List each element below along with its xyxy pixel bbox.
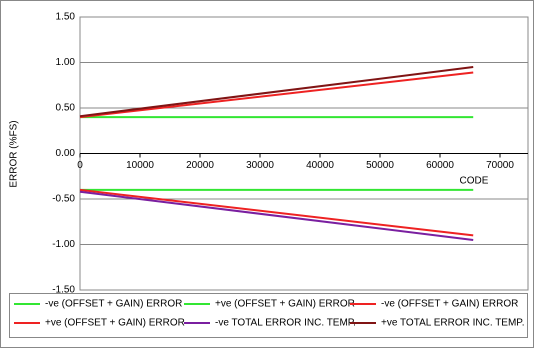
legend-label: +ve (OFFSET + GAIN) ERROR: [45, 318, 185, 329]
legend-label: -ve (OFFSET + GAIN) ERROR: [381, 299, 518, 310]
legend-label: +ve TOTAL ERROR INC. TEMP.: [381, 318, 524, 329]
y-tick-label: -1.00: [52, 239, 75, 250]
series-line: [79, 190, 474, 241]
y-tick-label: 1.50: [56, 12, 76, 23]
y-tick-label: 0.00: [56, 148, 76, 159]
series-line: [79, 66, 474, 118]
x-tick-label: 60000: [426, 160, 454, 171]
y-tick-label: -0.50: [52, 194, 75, 205]
x-axis-label: CODE: [460, 176, 489, 187]
series-line: [79, 188, 474, 237]
x-tick-label: 20000: [186, 160, 214, 171]
x-tick-label: 50000: [366, 160, 394, 171]
y-tick-label: -1.50: [52, 285, 75, 296]
x-tick-label: 10000: [126, 160, 154, 171]
x-tick-label: 30000: [246, 160, 274, 171]
legend-label: +ve (OFFSET + GAIN) ERROR: [215, 299, 355, 310]
y-tick-label: 1.00: [56, 57, 76, 68]
legend-label: -ve (OFFSET + GAIN) ERROR: [45, 299, 182, 310]
y-axis-label: ERROR (%FS): [9, 120, 20, 187]
x-tick-label: 0: [77, 160, 83, 171]
legend-label: -ve TOTAL ERROR INC. TEMP.: [215, 318, 356, 329]
x-tick-label: 70000: [486, 160, 514, 171]
legend-box: [9, 293, 528, 338]
series-line: [79, 71, 474, 119]
y-tick-label: 0.50: [56, 103, 76, 114]
x-tick-label: 40000: [306, 160, 334, 171]
